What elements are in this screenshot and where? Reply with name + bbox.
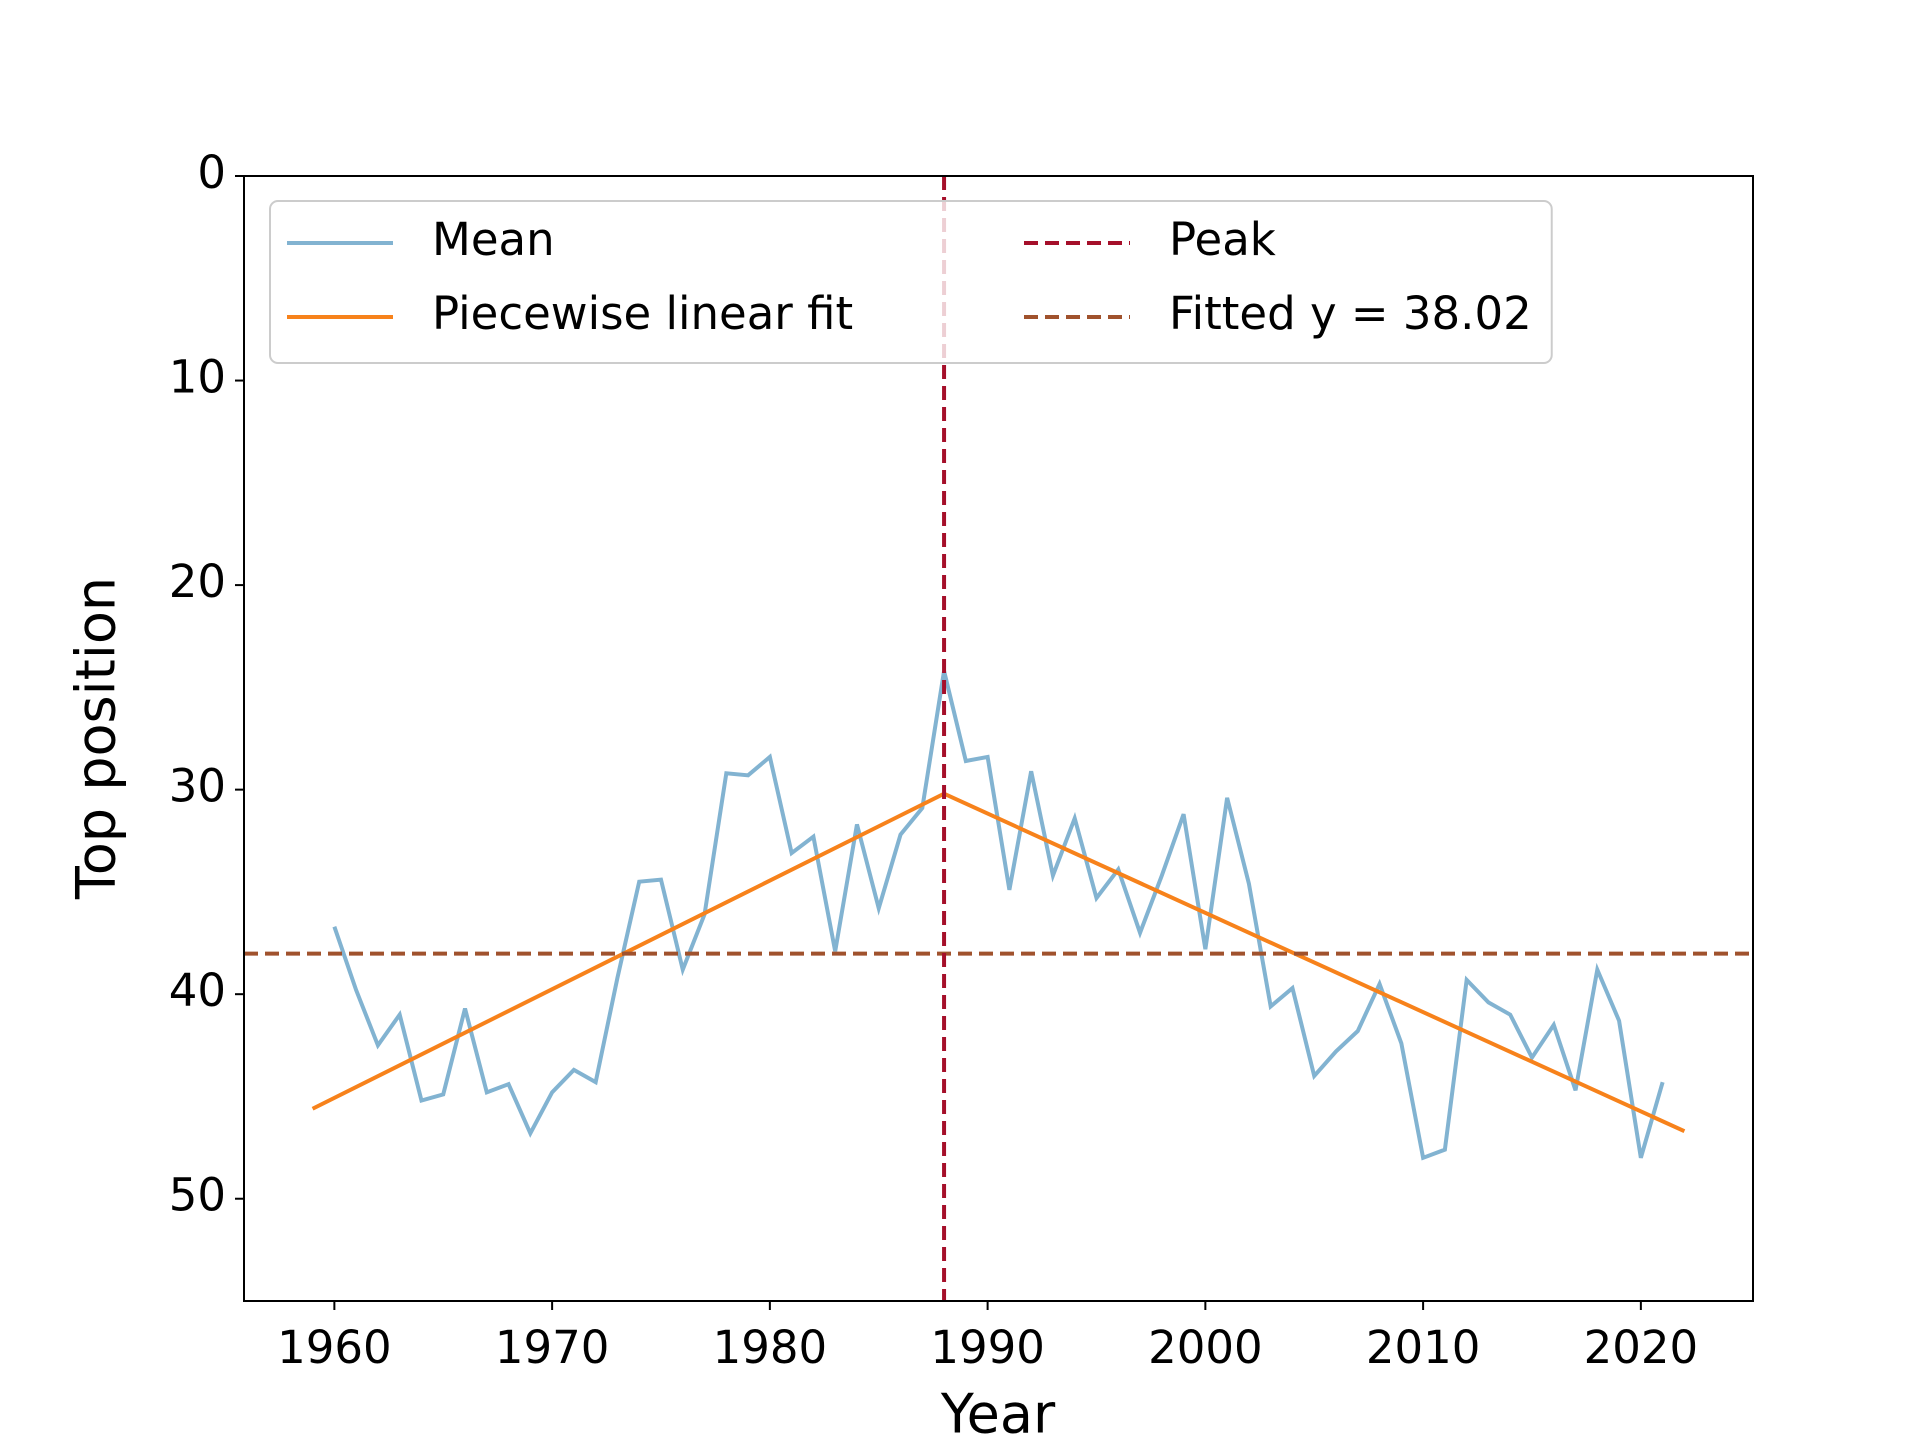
legend-label: Mean — [432, 213, 555, 266]
legend-label: Piecewise linear fit — [432, 287, 853, 340]
x-tick-label: 2000 — [1148, 1321, 1263, 1374]
legend-label: Fitted y = 38.02 — [1169, 287, 1532, 340]
y-tick-label: 10 — [169, 351, 226, 404]
x-tick-label: 1990 — [930, 1321, 1045, 1374]
legend-box — [269, 200, 1553, 364]
x-tick-label: 2010 — [1366, 1321, 1481, 1374]
y-tick-label: 40 — [169, 964, 226, 1017]
x-tick-label: 1960 — [277, 1321, 392, 1374]
y-tick-label: 0 — [197, 146, 226, 199]
x-tick-label: 1970 — [495, 1321, 610, 1374]
plot-frame — [243, 175, 1754, 1302]
x-tick-label: 2020 — [1584, 1321, 1699, 1374]
data-line — [332, 670, 1665, 1161]
y-axis-label: Top position — [65, 577, 128, 900]
x-axis-label: Year — [940, 1383, 1056, 1440]
data-line — [311, 791, 1686, 1134]
y-tick-label: 50 — [169, 1169, 226, 1222]
y-tick-label: 20 — [169, 555, 226, 608]
y-tick-label: 30 — [169, 760, 226, 813]
x-tick-label: 1980 — [713, 1321, 828, 1374]
legend-label: Peak — [1169, 213, 1276, 266]
